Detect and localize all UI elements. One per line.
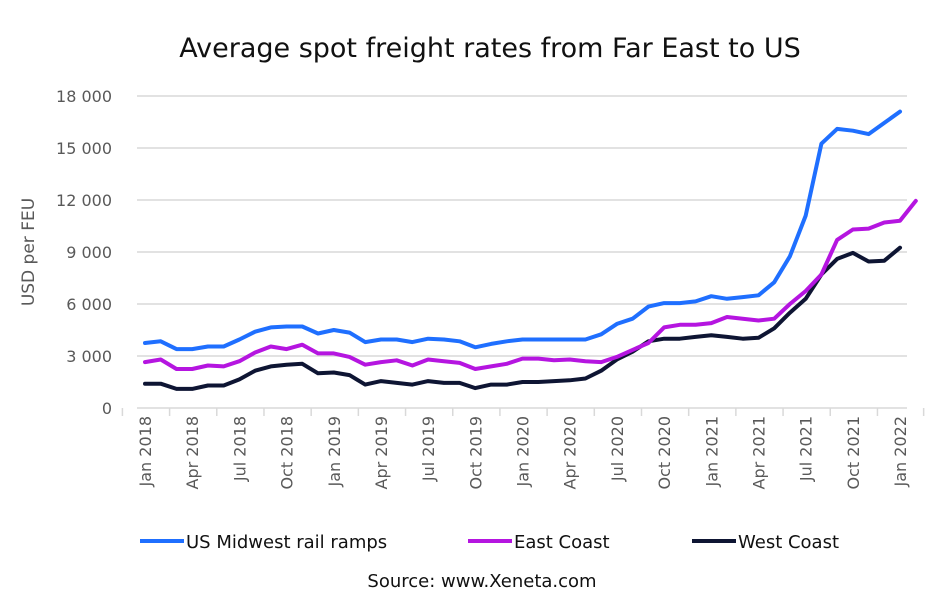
legend-item: US Midwest rail ramps bbox=[140, 532, 387, 553]
x-tick-label: Oct 2018 bbox=[278, 416, 297, 489]
y-tick-label: 18 000 bbox=[56, 87, 112, 106]
x-tick-label: Apr 2019 bbox=[372, 416, 391, 489]
series-line-us-midwest-rail-ramps bbox=[143, 109, 902, 352]
legend-item: West Coast bbox=[692, 532, 839, 553]
y-tick-label: 12 000 bbox=[56, 191, 112, 210]
x-tick-label: Jan 2020 bbox=[514, 416, 533, 487]
legend-label: US Midwest rail ramps bbox=[186, 532, 387, 553]
y-tick-label: 0 bbox=[102, 399, 112, 418]
y-axis-label: USD per FEU bbox=[19, 198, 39, 306]
series-line-east-coast bbox=[143, 198, 918, 371]
x-tick-label: Jan 2021 bbox=[702, 416, 721, 487]
x-tick-label: Jul 2021 bbox=[797, 416, 816, 482]
x-tick-label: Jan 2019 bbox=[325, 416, 344, 487]
source-note: Source: www.Xeneta.com bbox=[367, 571, 596, 592]
legend: US Midwest rail ramps East Coast West Coas… bbox=[140, 532, 839, 553]
y-tick-label: 3 000 bbox=[66, 347, 112, 366]
y-tick-label: 6 000 bbox=[66, 295, 112, 314]
x-tick-label: Jul 2020 bbox=[608, 416, 627, 482]
y-tick-label: 15 000 bbox=[56, 139, 112, 158]
gridlines bbox=[137, 95, 907, 409]
x-tick-label: Jan 2018 bbox=[136, 416, 155, 487]
x-tick-label: Apr 2021 bbox=[749, 416, 768, 489]
x-tick-label: Jan 2022 bbox=[891, 416, 910, 487]
legend-label: West Coast bbox=[738, 532, 839, 553]
x-tick-label: Jul 2018 bbox=[230, 416, 249, 482]
chart-title: Average spot freight rates from Far East… bbox=[179, 33, 801, 64]
x-tick-label: Apr 2020 bbox=[561, 416, 580, 489]
x-tick-label: Jul 2019 bbox=[419, 416, 438, 482]
x-tick-label: Apr 2018 bbox=[183, 416, 202, 489]
x-tick-label: Oct 2021 bbox=[844, 416, 863, 489]
x-axis-ticks: Jan 2018 Apr 2018 Jul 2018 Oct 2018 Jan 2019… bbox=[121, 408, 925, 489]
x-tick-label: Oct 2020 bbox=[655, 416, 674, 489]
legend-item: East Coast bbox=[468, 532, 610, 553]
x-tick-label: Oct 2019 bbox=[466, 416, 485, 489]
y-axis-ticks: 0 3 000 6 000 9 000 12 000 15 000 18 000 bbox=[56, 87, 112, 418]
legend-label: East Coast bbox=[514, 532, 610, 553]
series-lines bbox=[143, 109, 918, 391]
y-tick-label: 9 000 bbox=[66, 243, 112, 262]
series-line-west-coast bbox=[143, 245, 902, 391]
